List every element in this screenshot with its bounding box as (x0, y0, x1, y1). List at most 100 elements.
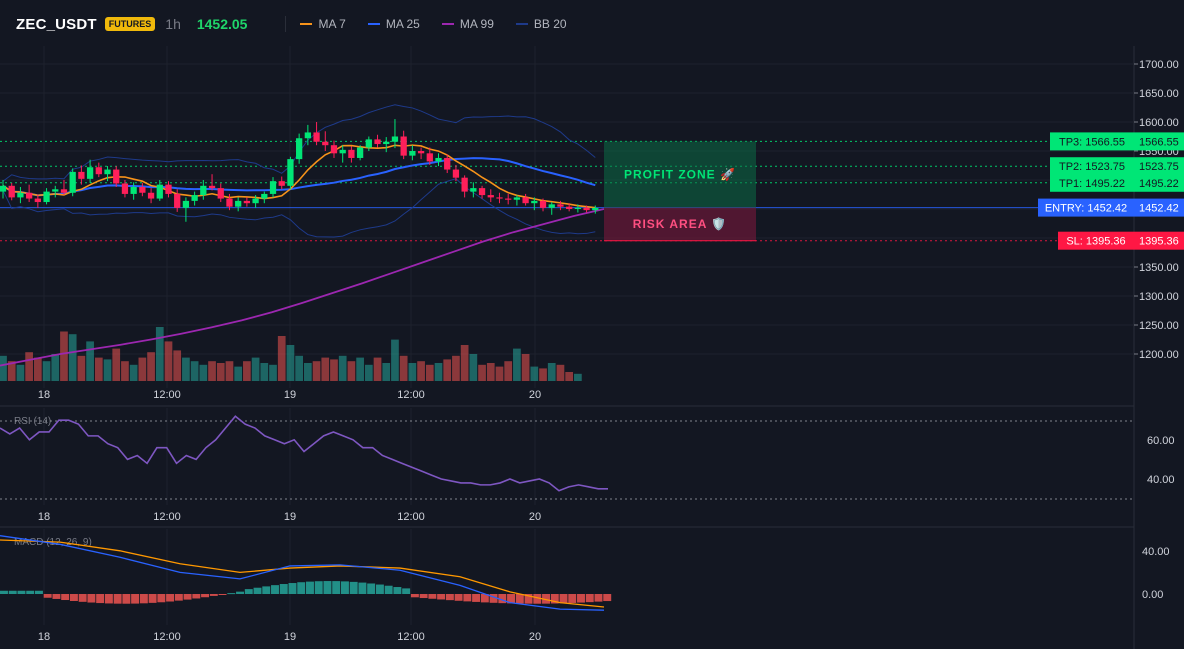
macd-line (0, 535, 605, 611)
macd-hist-bar (437, 594, 446, 600)
level-price-tag-tp1 (1134, 173, 1184, 192)
candle-body (156, 184, 163, 199)
macd-hist-bar (463, 594, 472, 602)
macd-hist-bar (393, 587, 402, 594)
price-tick-label: 1300.00 (1139, 291, 1179, 303)
macd-hist-bar (297, 582, 306, 594)
profit-zone-box (604, 141, 756, 208)
macd-hist-bar (472, 594, 481, 602)
volume-bar (565, 372, 574, 381)
macd-hist-bar (8, 590, 17, 594)
macd-hist-bar (542, 594, 550, 604)
ma25-line (2, 157, 596, 197)
volume-bar (147, 352, 155, 381)
candle-body (304, 132, 311, 139)
chart-header: ZEC_USDT FUTURES 1h 1452.05 MA 7 MA 25 M… (16, 14, 581, 34)
volume-bar (51, 354, 60, 381)
macd-hist-bar (550, 594, 559, 604)
time-axis-label: 20 (529, 389, 541, 401)
macd-hist-bar (306, 581, 314, 594)
candle-body (200, 185, 207, 196)
macd-tick-label: 40.00 (1142, 546, 1170, 558)
volume-bar (574, 373, 582, 381)
symbol-label[interactable]: ZEC_USDT (16, 15, 97, 33)
macd-hist-bar (489, 594, 498, 603)
ma99-line (0, 208, 605, 367)
time-axis-label: 19 (284, 511, 296, 523)
volume-bar (182, 357, 190, 381)
volume-bar (321, 357, 330, 381)
macd-hist-bar (236, 591, 244, 594)
volume-bar (225, 361, 234, 381)
volume-bar (399, 355, 408, 381)
volume-bar (190, 361, 199, 381)
macd-hist-bar (279, 584, 288, 594)
volume-bar (138, 357, 147, 381)
level-tag-label-tp2: TP2: 1523.75 (1059, 161, 1125, 173)
candle-body (374, 139, 381, 145)
macd-hist-bar (244, 589, 253, 594)
volume-bar (356, 357, 364, 381)
volume-bar (0, 355, 7, 381)
timeframe-label[interactable]: 1h (165, 16, 181, 32)
macd-hist-bar (332, 581, 341, 594)
candle-body (444, 157, 451, 170)
macd-hist-bar (533, 594, 542, 604)
volume-bar (60, 331, 68, 381)
volume-bar (243, 361, 251, 381)
candle-body (78, 171, 85, 179)
volume-bar (277, 336, 286, 381)
macd-hist-bar (568, 594, 577, 603)
volume-bar (513, 348, 521, 381)
rsi-tick-label: 60.00 (1147, 435, 1175, 447)
time-axis-label: 12:00 (153, 631, 181, 643)
candle-body (487, 195, 494, 198)
level-tag-sl (1058, 231, 1134, 250)
macd-hist-bar (183, 594, 192, 600)
candle-body (25, 192, 33, 199)
time-axis-label: 12:00 (153, 511, 181, 523)
candle-body (208, 185, 216, 189)
macd-hist-bar (218, 594, 227, 595)
candle-body (348, 149, 355, 158)
volume-bar (68, 334, 77, 381)
legend-ma25[interactable]: MA 25 (367, 17, 420, 31)
volume-bar (486, 363, 495, 381)
candle-body (86, 167, 94, 179)
header-divider (285, 16, 287, 32)
macd-hist-bar (428, 594, 437, 599)
candle-body (95, 167, 102, 175)
macd-hist-bar (61, 594, 70, 601)
macd-hist-bar (87, 594, 96, 603)
legend-ma99[interactable]: MA 99 (441, 17, 494, 31)
candle-body (8, 185, 15, 198)
price-tick-label: 1600.00 (1139, 117, 1179, 129)
candle-body (365, 139, 372, 148)
candle-body (574, 207, 582, 209)
bb20-swatch (515, 23, 528, 25)
level-tag-label-sl: SL: 1395.36 (1066, 236, 1125, 248)
candle-body (339, 149, 346, 154)
macd-hist-bar (0, 590, 8, 594)
candle-body (539, 200, 547, 208)
volume-bar (112, 348, 121, 381)
volume-bar (295, 355, 303, 381)
volume-bar (103, 359, 112, 381)
volume-bar (417, 361, 425, 381)
macd-hist-bar (192, 594, 201, 599)
candle-body (330, 145, 338, 154)
candle-body (478, 188, 486, 196)
legend-bb20[interactable]: BB 20 (515, 17, 567, 31)
price-tick-label: 1250.00 (1139, 320, 1179, 332)
macd-hist-bar (367, 583, 376, 594)
level-price-tag-tp3 (1134, 132, 1184, 151)
macd-hist-bar (288, 583, 297, 594)
legend-ma7[interactable]: MA 7 (300, 17, 346, 31)
macd-hist-bar (410, 594, 419, 598)
macd-hist-bar (17, 590, 26, 594)
macd-hist-bar (585, 594, 594, 603)
macd-hist-bar (314, 581, 323, 594)
candle-body (356, 147, 364, 158)
volume-bar (121, 361, 129, 381)
